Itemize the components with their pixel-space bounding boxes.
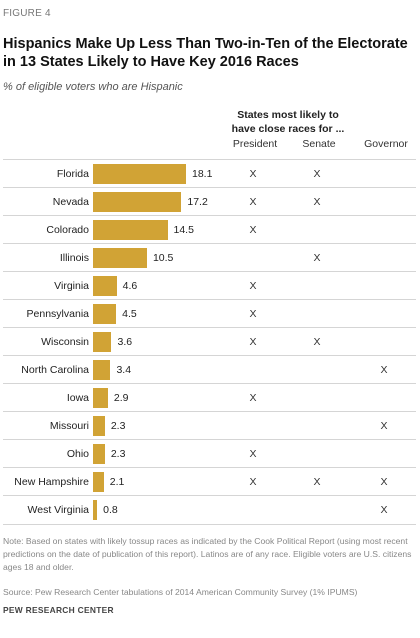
close-races-header: States most likely to have close races f… [231, 109, 345, 135]
chart-subtitle: % of eligible voters who are Hispanic [3, 81, 183, 93]
value-label: 2.3 [110, 448, 126, 460]
figure-label: FIGURE 4 [3, 8, 51, 19]
column-president: President [232, 138, 278, 150]
race-mark-president: X [249, 308, 257, 320]
table-row: Nevada 17.2 X X [3, 187, 416, 216]
value-label: 4.6 [122, 280, 138, 292]
value-label: 18.1 [192, 168, 213, 180]
race-mark-president: X [249, 196, 257, 208]
state-label: Virginia [54, 280, 89, 292]
chart-source: Source: Pew Research Center tabulations … [3, 587, 358, 597]
table-row: New Hampshire 2.1 X X X [3, 467, 416, 496]
table-row: Colorado 14.5 X [3, 215, 416, 244]
race-mark-senate: X [313, 476, 321, 488]
state-label: Nevada [52, 196, 89, 208]
state-label: Ohio [66, 448, 89, 460]
org-credit: PEW RESEARCH CENTER [3, 605, 114, 615]
race-mark-president: X [249, 476, 257, 488]
race-mark-senate: X [313, 168, 321, 180]
race-mark-governor: X [380, 364, 388, 376]
state-label: Pennsylvania [26, 308, 89, 320]
race-mark-senate: X [313, 196, 321, 208]
race-mark-governor: X [380, 420, 388, 432]
column-senate: Senate [302, 138, 336, 150]
value-label: 2.3 [110, 420, 126, 432]
table-row: Virginia 4.6 X [3, 271, 416, 300]
value-label: 3.4 [116, 364, 132, 376]
state-label: Wisconsin [41, 336, 89, 348]
bar [93, 304, 117, 324]
race-mark-governor: X [380, 504, 388, 516]
value-label: 4.5 [122, 308, 137, 320]
state-label: Missouri [49, 420, 89, 432]
value-label: 10.5 [152, 252, 174, 264]
bar [93, 444, 105, 464]
value-label: 3.6 [117, 336, 133, 348]
race-mark-senate: X [313, 252, 321, 264]
table-row: Florida 18.1 X X [3, 159, 416, 188]
race-mark-president: X [249, 336, 257, 348]
race-mark-president: X [249, 392, 257, 404]
state-label: Colorado [46, 224, 89, 236]
bar [93, 388, 108, 408]
table-row: Wisconsin 3.6 X X [3, 327, 416, 356]
bar [93, 248, 147, 268]
table-row: Missouri 2.3 X [3, 411, 416, 440]
bar [93, 164, 186, 184]
state-label: West Virginia [27, 504, 89, 516]
bar [93, 276, 117, 296]
column-governor: Governor [364, 138, 408, 150]
value-label: 0.8 [103, 504, 118, 516]
table-row: North Carolina 3.4 X [3, 355, 416, 384]
bar [93, 360, 111, 380]
value-label: 17.2 [187, 196, 208, 208]
race-mark-president: X [249, 280, 257, 292]
table-row: Illinois 10.5 X [3, 243, 416, 272]
bar [93, 416, 105, 436]
value-label: 2.9 [113, 392, 129, 404]
bar [93, 472, 104, 492]
state-label: Illinois [59, 252, 89, 264]
race-mark-governor: X [380, 476, 388, 488]
table-row: Ohio 2.3 X [3, 439, 416, 468]
race-mark-president: X [249, 224, 257, 236]
chart-title: Hispanics Make Up Less Than Two-in-Ten o… [3, 36, 408, 70]
state-label: Florida [56, 168, 89, 180]
bar [93, 500, 98, 520]
table-row: West Virginia 0.8 X [3, 495, 416, 525]
value-label: 2.1 [109, 476, 125, 488]
bar [93, 192, 182, 212]
bar [93, 332, 112, 352]
table-row: Pennsylvania 4.5 X [3, 299, 416, 328]
chart-note: Note: Based on states with likely tossup… [3, 536, 412, 572]
state-label: New Hampshire [14, 476, 89, 488]
race-mark-president: X [249, 168, 257, 180]
race-mark-president: X [249, 448, 257, 460]
value-label: 14.5 [173, 224, 194, 236]
bar [93, 220, 168, 240]
table-row: Iowa 2.9 X [3, 383, 416, 412]
state-label: North Carolina [21, 364, 89, 376]
state-label: Iowa [66, 392, 89, 404]
race-mark-senate: X [313, 336, 321, 348]
